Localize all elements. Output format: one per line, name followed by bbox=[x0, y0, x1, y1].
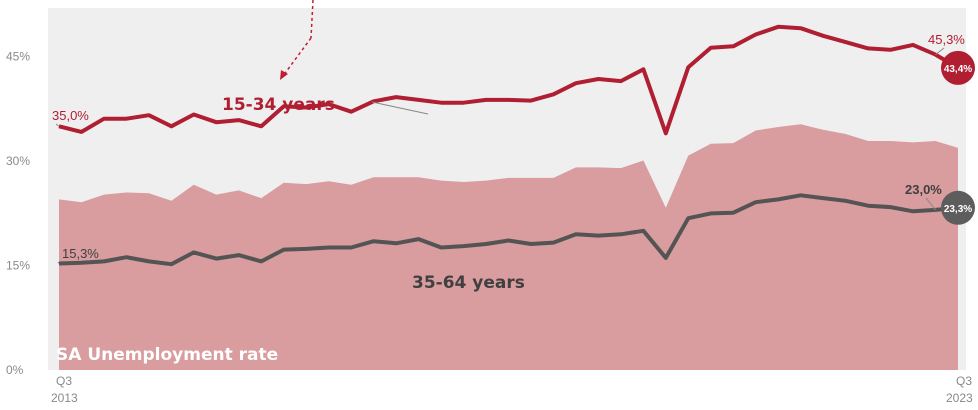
x-end-quarter: Q3 bbox=[956, 374, 972, 388]
area-series-label: SA Unemployment rate bbox=[56, 345, 278, 365]
youth-end-value: 45,3% bbox=[928, 32, 965, 47]
y-tick-label: 45% bbox=[6, 50, 30, 64]
x-start-year: 2013 bbox=[51, 391, 78, 405]
x-axis: Q3 2013 Q3 2023 bbox=[51, 374, 973, 405]
older-start-value: 15,3% bbox=[62, 246, 99, 261]
x-start-quarter: Q3 bbox=[56, 374, 72, 388]
y-tick-label: 15% bbox=[6, 259, 30, 273]
youth-series-label: 15-34 years bbox=[222, 95, 335, 115]
older-series-label: 35-64 years bbox=[412, 273, 525, 293]
older-end-value: 23,0% bbox=[905, 182, 942, 197]
youth-start-value: 35,0% bbox=[52, 108, 89, 123]
older-end-bubble-label: 23,3% bbox=[944, 204, 972, 215]
x-end-year: 2023 bbox=[946, 391, 973, 405]
y-axis: 0% 15% 30% 45% bbox=[6, 50, 30, 377]
y-tick-label: 0% bbox=[6, 363, 24, 377]
y-tick-label: 30% bbox=[6, 154, 30, 168]
youth-end-bubble-label: 43,4% bbox=[944, 64, 972, 75]
